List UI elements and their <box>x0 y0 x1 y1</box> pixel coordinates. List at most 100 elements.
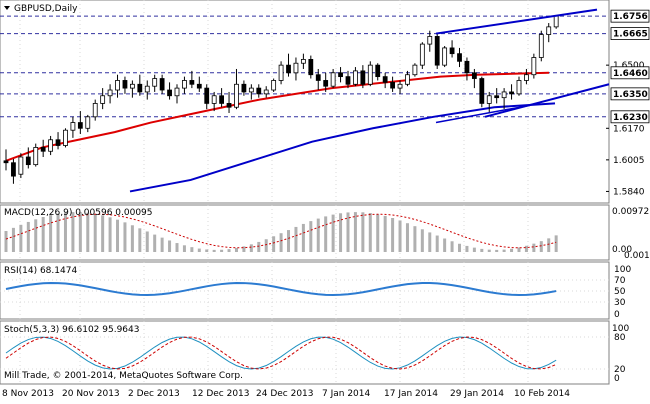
candle-body <box>457 53 462 62</box>
macd-bar <box>554 235 558 252</box>
candle-body <box>241 83 247 93</box>
macd-bar <box>480 248 484 252</box>
rsi-series <box>0 279 609 303</box>
macd-bar <box>71 212 75 252</box>
candle-body <box>204 87 210 104</box>
time-axis: 8 Nov 2013 20 Nov 2013 2 Dec 2013 12 Dec… <box>2 389 570 399</box>
moving-average-line <box>5 71 550 162</box>
macd-bar <box>391 218 395 252</box>
macd-bar <box>524 245 528 252</box>
macd-bar <box>301 223 305 252</box>
candle-body <box>182 80 187 89</box>
macd-bar <box>4 231 8 252</box>
candle-body <box>63 129 68 146</box>
price-label: 1.6756 <box>613 12 648 22</box>
candle-body <box>434 36 440 66</box>
time-tick: 12 Dec 2013 <box>192 389 250 399</box>
macd-bar <box>249 244 253 252</box>
macd-bar <box>368 213 372 252</box>
candle-body <box>338 72 343 78</box>
macd-bar <box>450 241 454 252</box>
macd-bar <box>287 230 291 252</box>
macd-bar <box>41 217 45 252</box>
symbol-header[interactable]: GBPUSD,Daily <box>4 4 78 14</box>
candle-body <box>360 70 366 85</box>
macd-bar <box>376 214 380 252</box>
macd-bar <box>517 247 521 252</box>
macd-bar <box>93 213 97 252</box>
candle-body <box>412 64 418 76</box>
price-label: 1.6665 <box>613 30 648 40</box>
candle-body <box>263 89 269 95</box>
macd-bar <box>532 243 536 252</box>
macd-signal-line <box>5 213 557 249</box>
candle-body <box>271 80 277 91</box>
candle-body <box>286 64 291 74</box>
candle-body <box>40 147 46 152</box>
candle-body <box>419 43 425 66</box>
macd-bar <box>398 220 402 252</box>
time-tick: 10 Feb 2014 <box>514 389 570 399</box>
macd-bar <box>242 246 246 252</box>
macd-bar <box>78 212 82 252</box>
dropdown-arrow-icon[interactable] <box>4 6 10 10</box>
macd-bar <box>108 217 112 252</box>
macd-bar <box>86 212 90 252</box>
candle-body <box>293 62 299 74</box>
candle-body <box>129 83 135 89</box>
candle-body <box>442 47 448 66</box>
macd-bar <box>116 219 120 252</box>
stoch-level-80: 80 <box>614 333 626 343</box>
candle-body <box>211 95 217 104</box>
macd-bar <box>123 222 127 252</box>
macd-bar <box>56 213 60 252</box>
time-tick: 24 Dec 2013 <box>256 389 314 399</box>
trend-line <box>129 102 556 193</box>
price-label: 1.6500 <box>613 61 645 71</box>
macd-bar <box>472 247 476 252</box>
stoch-label: Stoch(5,3,3) 96.6102 95.9643 <box>4 325 139 335</box>
candle-body <box>538 34 544 58</box>
candle-body <box>144 85 150 93</box>
candle-body <box>300 59 306 64</box>
price-label: 1.6350 <box>613 90 648 100</box>
macd-bar <box>502 249 506 252</box>
candle-body <box>471 72 477 79</box>
time-tick: 7 Jan 2014 <box>322 389 370 399</box>
candlesticks <box>3 15 559 184</box>
candle-body <box>256 87 262 95</box>
candle-body <box>427 36 433 45</box>
main-panel[interactable] <box>0 0 610 204</box>
channel-upper-line <box>435 8 598 35</box>
candle-body <box>226 103 232 108</box>
macd-scale-top: 0.00972 <box>612 207 649 217</box>
candle-body <box>509 91 514 95</box>
channel-lower-line <box>484 83 610 118</box>
candle-body <box>3 160 9 164</box>
candle-body <box>553 15 559 28</box>
macd-scale-zero: 0.00 <box>612 245 632 255</box>
price-label-box <box>610 27 650 40</box>
macd-bar <box>197 248 201 252</box>
rsi-level-70: 70 <box>614 276 626 286</box>
rsi-level-100: 100 <box>614 265 631 275</box>
candle-body <box>55 139 61 146</box>
candle-body <box>405 74 410 85</box>
candle-body <box>174 87 180 97</box>
candle-body <box>33 147 39 166</box>
macd-bar <box>331 214 335 252</box>
candle-body <box>323 80 329 87</box>
candle-body <box>524 74 529 81</box>
candle-body <box>48 139 54 152</box>
candle-body <box>77 122 83 129</box>
macd-bar <box>420 229 424 252</box>
price-label: 1.6005 <box>613 156 645 166</box>
candle-body <box>353 70 358 85</box>
candle-body <box>531 57 537 76</box>
time-tick: 2 Dec 2013 <box>128 389 180 399</box>
stoch-panel[interactable] <box>0 320 610 385</box>
price-label-box <box>610 87 650 101</box>
macd-bar <box>168 240 172 252</box>
